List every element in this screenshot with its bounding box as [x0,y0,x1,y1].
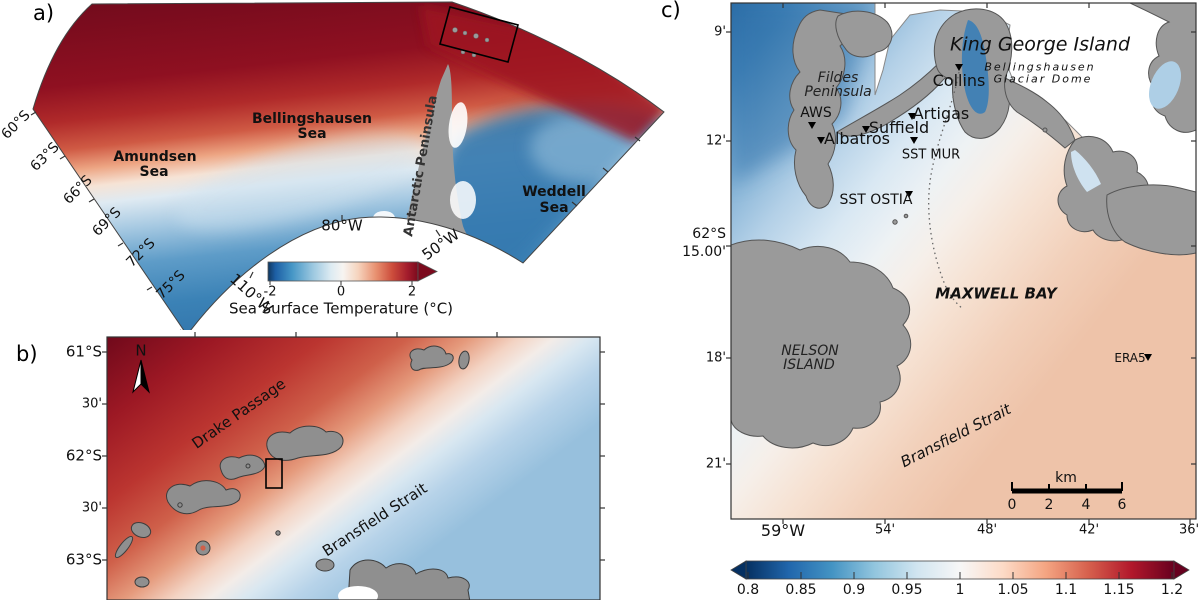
marker-albatros [817,137,825,144]
panel-b-ticks [102,332,605,561]
station-sst-mur-label: SST MUR [901,147,961,163]
marker-collins [955,64,963,71]
panel-a-map [30,1,665,330]
ice-patch [338,586,378,600]
c-cb-tick-1: 0.85 [785,582,817,598]
scalebar-4: 4 [1081,497,1091,513]
b-lat-61s: 61°S [65,342,102,361]
c-cb-tick-5: 1.05 [997,582,1029,598]
nelson-island-label-2: ISLAND [783,357,835,373]
c-lat-9: 9' [714,24,726,40]
panel-a-right-ticks [571,136,641,207]
c-lon-54: 54' [874,522,896,538]
panel-a-lon-ticks [249,215,441,279]
c-lat-21: 21' [705,456,726,472]
c-lat-15: 15.00' [682,244,726,260]
maxwell-bay-label: MAXWELL BAY [935,284,1057,303]
marker-era5 [1144,354,1152,361]
b-lat-63s: 63°S [65,550,102,569]
panel-c-tag: c) [661,0,681,22]
a-cb-tick-2: 2 [407,284,417,300]
marker-sst-mur [910,137,918,144]
panel-a-study-area-box [439,6,519,63]
panel-b-map [102,332,605,600]
scalebar-6: 6 [1117,497,1127,513]
scale-bar [1011,482,1123,494]
panel-b-tag: b) [16,342,38,366]
scalebar-2: 2 [1044,497,1054,513]
station-aws-label: AWS [800,105,832,121]
station-suffield-label: Suffield [868,118,930,137]
a-cb-tick-0: -2 [263,284,277,300]
panel-b-border [106,336,601,600]
weddell-sea-label-2: Sea [539,200,569,216]
amundsen-sea-label-2: Sea [139,164,169,180]
glacier-dome-label-2: Glaciar Dome [993,72,1093,86]
station-artigas-label: Artigas [912,104,970,123]
c-lat-18: 18' [705,350,726,366]
station-markers [808,64,1152,361]
station-era5-label: ERA5 [1114,351,1146,365]
station-collins-label: Collins [932,71,986,90]
panel-b-study-area-box [265,458,283,489]
b-lat-30b: 30' [81,500,102,516]
station-albatros-label: Albatros [824,129,890,148]
panel-a-tag: a) [33,1,55,25]
c-lat-62s: 62°S [692,226,726,242]
fildes-peninsula-label: Fildes [817,70,859,86]
panel-c-map [726,2,1197,580]
deception-caldera [200,545,206,551]
king-george-island-label: King George Island [949,33,1131,56]
scalebar-unit: km [1055,470,1077,486]
panel-a-lat-ticks [30,111,181,330]
marker-sst-ostia [905,191,913,198]
station-sst-ostia-label: SST OSTIA [839,192,913,208]
a-cb-title: Sea Surface Temperature (°C) [228,299,454,318]
weddell-sea-label: Weddell [522,184,586,200]
c-lon-42: 42' [1078,522,1100,538]
north-label: N [135,341,147,360]
glacier-dome-label: Bellingshausen [984,60,1096,74]
c-cb-tick-4: 1 [955,582,965,598]
north-arrow-icon [132,359,150,394]
b-lat-30a: 30' [81,396,102,412]
collins-inlet [961,20,989,114]
c-cb-tick-8: 1.2 [1160,582,1184,598]
panel-a-border [32,1,665,330]
c-cb-tick-0: 0.8 [736,582,760,598]
a-cb-tick-1: 0 [336,284,346,300]
c-lat-12: 12' [705,133,726,149]
c-cb-tick-6: 1.1 [1054,582,1078,598]
admiralty-bay [1148,61,1182,109]
c-lon-36: 36' [1178,522,1200,538]
marker-artigas [908,113,916,120]
nelson-island-label: NELSON [781,343,839,359]
marker-suffield [862,126,870,133]
bellingshausen-sea-label: Bellingshausen [251,111,373,127]
panel-a-colorbar [267,261,438,285]
c-cb-tick-2: 0.9 [842,582,866,598]
south-shetland-islets [452,27,490,58]
c-cb-tick-7: 1.15 [1103,582,1135,598]
marker-aws [808,122,816,129]
panel-c-colorbar [730,560,1190,580]
fildes-peninsula-label-2: Peninsula [804,84,872,100]
panel-c-border [730,2,1197,520]
c-lon-48: 48' [976,522,998,538]
b-lat-62s: 62°S [65,446,102,465]
panel-b-islands [114,345,471,600]
bellingshausen-sea-label-2: Sea [297,126,327,142]
amundsen-sea-label: Amundsen [113,149,197,165]
scalebar-0: 0 [1007,497,1017,513]
c-cb-tick-3: 0.95 [891,582,923,598]
a-lon-80w: 80°W [321,216,363,235]
panel-c-ticks [726,3,1196,524]
c-lon-59w: 59°W [760,521,806,540]
